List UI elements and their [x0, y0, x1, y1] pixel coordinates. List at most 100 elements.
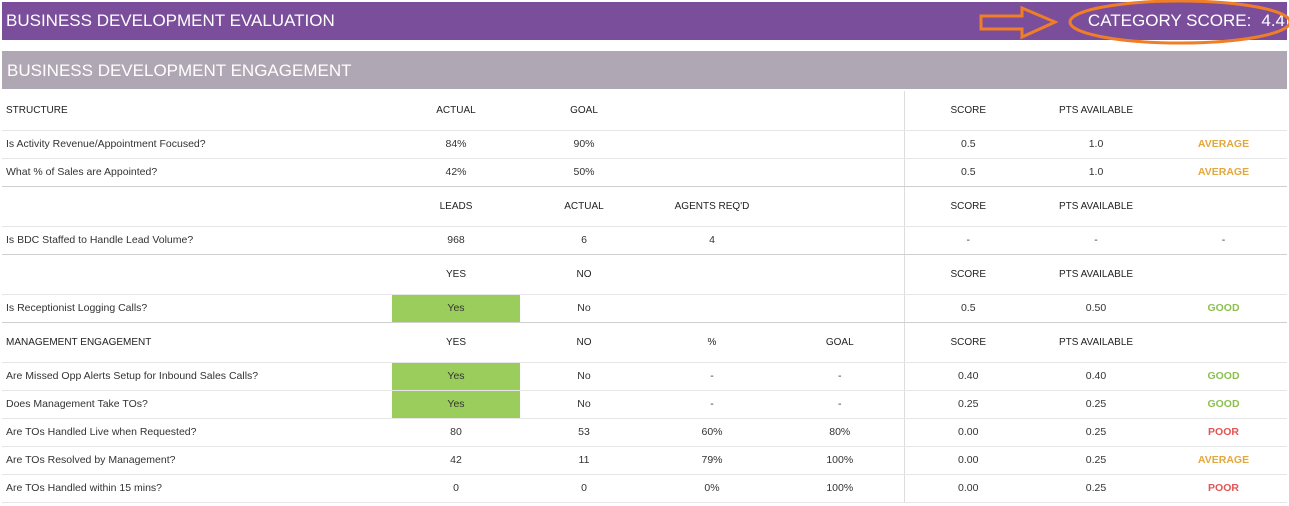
table-row: Are TOs Resolved by Management? 42 11 79… [2, 446, 1287, 475]
evaluation-table: STRUCTURE ACTUAL GOAL SCORE PTS AVAILABL… [2, 91, 1287, 503]
score-cell: - [904, 226, 1032, 255]
col-header-yes: YES [392, 254, 520, 295]
receptionist-header-row: YES NO SCORE PTS AVAILABLE [2, 254, 1287, 295]
col-header-score: SCORE [904, 186, 1032, 227]
leads-cell: 968 [392, 226, 520, 255]
col-header-pct: % [648, 322, 776, 363]
rating-badge: AVERAGE [1160, 130, 1287, 159]
yes-cell[interactable]: Yes [392, 390, 520, 419]
evaluation-title: BUSINESS DEVELOPMENT EVALUATION [6, 11, 335, 30]
col-header-score: SCORE [904, 91, 1032, 131]
structure-header-row: STRUCTURE ACTUAL GOAL SCORE PTS AVAILABL… [2, 91, 1287, 131]
pct-cell: 79% [648, 446, 776, 475]
row-label: Are TOs Handled within 15 mins? [2, 474, 392, 503]
agents-cell: 4 [648, 226, 776, 255]
no-cell: 53 [520, 418, 648, 447]
no-cell: 11 [520, 446, 648, 475]
section-header-bar: BUSINESS DEVELOPMENT ENGAGEMENT [2, 51, 1287, 89]
rating-badge: GOOD [1160, 362, 1287, 391]
pts-cell: 0.50 [1032, 294, 1160, 323]
category-score: CATEGORY SCORE: 4.4 [1088, 11, 1285, 31]
pts-cell: 0.25 [1032, 446, 1160, 475]
table-row: Does Management Take TOs? Yes No - - 0.2… [2, 390, 1287, 419]
row-label: Are TOs Handled Live when Requested? [2, 418, 392, 447]
pts-cell: 0.40 [1032, 362, 1160, 391]
col-header-pts: PTS AVAILABLE [1032, 186, 1160, 227]
score-cell: 0.00 [904, 418, 1032, 447]
row-label: Are TOs Resolved by Management? [2, 446, 392, 475]
score-cell: 0.5 [904, 294, 1032, 323]
structure-heading: STRUCTURE [2, 91, 392, 131]
goal-cell: - [776, 390, 905, 419]
goal-cell: 90% [520, 130, 648, 159]
pct-cell: - [648, 362, 776, 391]
col-header-goal: GOAL [520, 91, 648, 131]
table-row: Is Activity Revenue/Appointment Focused?… [2, 130, 1287, 159]
col-header-agents: AGENTS REQ'D [648, 186, 776, 227]
col-header-pts: PTS AVAILABLE [1032, 91, 1160, 131]
actual-cell: 42% [392, 158, 520, 187]
score-cell: 0.00 [904, 474, 1032, 503]
col-header-pts: PTS AVAILABLE [1032, 322, 1160, 363]
no-cell[interactable]: No [520, 294, 648, 323]
yes-cell[interactable]: Yes [392, 362, 520, 391]
row-label: What % of Sales are Appointed? [2, 158, 392, 187]
section-title: BUSINESS DEVELOPMENT ENGAGEMENT [7, 61, 352, 80]
pct-cell: - [648, 390, 776, 419]
rating-badge: GOOD [1160, 390, 1287, 419]
no-cell: 0 [520, 474, 648, 503]
goal-cell: 100% [776, 446, 905, 475]
row-label: Are Missed Opp Alerts Setup for Inbound … [2, 362, 392, 391]
score-cell: 0.40 [904, 362, 1032, 391]
col-header-actual: ACTUAL [520, 186, 648, 227]
evaluation-header-bar: BUSINESS DEVELOPMENT EVALUATION CATEGORY… [2, 2, 1287, 40]
pts-cell: - [1032, 226, 1160, 255]
pts-cell: 1.0 [1032, 158, 1160, 187]
rating-badge: GOOD [1160, 294, 1287, 323]
row-label: Does Management Take TOs? [2, 390, 392, 419]
col-header-leads: LEADS [392, 186, 520, 227]
table-row: Are TOs Handled within 15 mins? 0 0 0% 1… [2, 474, 1287, 503]
staffing-header-row: LEADS ACTUAL AGENTS REQ'D SCORE PTS AVAI… [2, 186, 1287, 227]
rating-badge: AVERAGE [1160, 158, 1287, 187]
pct-cell: 60% [648, 418, 776, 447]
pts-cell: 0.25 [1032, 474, 1160, 503]
col-header-score: SCORE [904, 254, 1032, 295]
category-score-value: 4.4 [1261, 11, 1285, 30]
goal-cell: 100% [776, 474, 905, 503]
table-row: Are Missed Opp Alerts Setup for Inbound … [2, 362, 1287, 391]
actual-cell: 6 [520, 226, 648, 255]
col-header-actual: ACTUAL [392, 91, 520, 131]
row-label: Is Receptionist Logging Calls? [2, 294, 392, 323]
rating-badge: AVERAGE [1160, 446, 1287, 475]
row-label: Is Activity Revenue/Appointment Focused? [2, 130, 392, 159]
col-header-goal: GOAL [776, 322, 905, 363]
score-cell: 0.5 [904, 130, 1032, 159]
table-row: What % of Sales are Appointed? 42% 50% 0… [2, 158, 1287, 187]
score-cell: 0.5 [904, 158, 1032, 187]
table-row: Are TOs Handled Live when Requested? 80 … [2, 418, 1287, 447]
col-header-pts: PTS AVAILABLE [1032, 254, 1160, 295]
category-score-label: CATEGORY SCORE: [1087, 11, 1252, 30]
no-cell[interactable]: No [520, 362, 648, 391]
goal-cell: - [776, 362, 905, 391]
yes-cell: 0 [392, 474, 520, 503]
score-cell: 0.00 [904, 446, 1032, 475]
yes-cell[interactable]: Yes [392, 294, 520, 323]
col-header-score: SCORE [904, 322, 1032, 363]
pct-cell: 0% [648, 474, 776, 503]
row-label: Is BDC Staffed to Handle Lead Volume? [2, 226, 392, 255]
col-header-no: NO [520, 322, 648, 363]
goal-cell: 80% [776, 418, 905, 447]
pts-cell: 0.25 [1032, 390, 1160, 419]
management-header-row: MANAGEMENT ENGAGEMENT YES NO % GOAL SCOR… [2, 322, 1287, 363]
table-row: Is Receptionist Logging Calls? Yes No 0.… [2, 294, 1287, 323]
pts-cell: 1.0 [1032, 130, 1160, 159]
table-row: Is BDC Staffed to Handle Lead Volume? 96… [2, 226, 1287, 255]
yes-cell: 42 [392, 446, 520, 475]
no-cell[interactable]: No [520, 390, 648, 419]
rating-badge: POOR [1160, 474, 1287, 503]
score-cell: 0.25 [904, 390, 1032, 419]
yes-cell: 80 [392, 418, 520, 447]
col-header-yes: YES [392, 322, 520, 363]
